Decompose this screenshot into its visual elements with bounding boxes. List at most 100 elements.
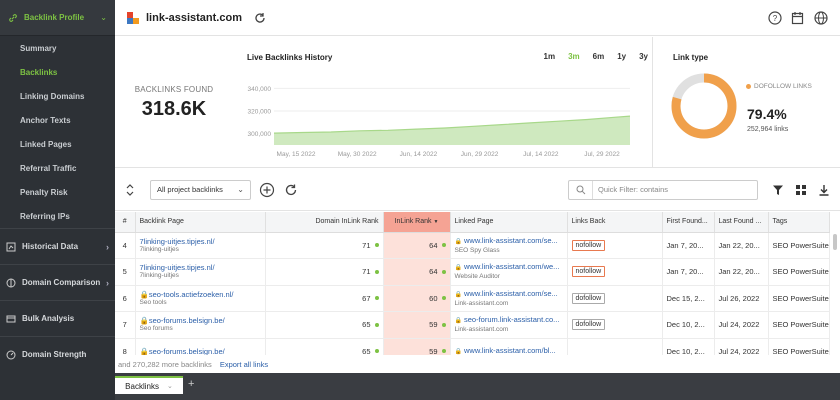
- sidebar-item-summary[interactable]: Summary: [20, 43, 57, 53]
- sidebar-item-referring-ips[interactable]: Referring IPs: [20, 211, 70, 221]
- domain-rank-value: 67: [362, 293, 371, 303]
- backlinks-scope-select[interactable]: All project backlinks ⌄: [150, 179, 251, 200]
- links-back-cell: dofollow: [567, 311, 663, 339]
- link-type-legend: DOFOLLOW LINKS: [746, 83, 812, 90]
- range-3m[interactable]: 3m: [568, 52, 580, 61]
- gauge-icon: [6, 350, 16, 360]
- links-back-badge: dofollow: [571, 292, 606, 304]
- sidebar-item-referral-traffic[interactable]: Referral Traffic: [20, 163, 77, 173]
- column-header-domain-inlink-rank[interactable]: Domain InLink Rank: [265, 212, 384, 233]
- range-1y[interactable]: 1y: [617, 52, 627, 61]
- tab-backlinks[interactable]: Backlinks ⌄: [115, 376, 183, 394]
- download-icon[interactable]: [818, 184, 830, 196]
- refresh-icon[interactable]: [254, 12, 266, 24]
- filter-icon[interactable]: [772, 184, 784, 196]
- table-row[interactable]: 8 🔒seo-forums.belsign.be/65 59 🔒 www.link-as…: [115, 338, 830, 355]
- links-back-badge: nofollow: [571, 266, 606, 278]
- help-icon[interactable]: ?: [768, 10, 782, 25]
- range-1m[interactable]: 1m: [543, 52, 556, 61]
- sidebar-item-linked-pages[interactable]: Linked Pages: [20, 139, 72, 149]
- sidebar-section-domain-comparison[interactable]: Domain Comparison ›: [0, 264, 115, 300]
- y-tick-label: 340,000: [248, 86, 272, 93]
- add-icon[interactable]: [259, 182, 275, 198]
- rank-status-dot-icon: [374, 243, 379, 248]
- column-header-inlink-rank[interactable]: InLink Rank ▼: [383, 212, 451, 233]
- table-row[interactable]: 6 🔒seo-tools.actiefzoeken.nl/Seo tools 67 6…: [115, 285, 830, 312]
- rank-status-dot-icon: [374, 269, 379, 274]
- sidebar-section-label: Backlink Profile: [24, 13, 85, 22]
- sidebar-section-historical-data[interactable]: Historical Data ›: [0, 228, 115, 264]
- backlinks-history-chart: Live Backlinks History 1m 3m 6m 1y 3y 34…: [233, 37, 652, 168]
- sidebar-item-penalty-risk[interactable]: Penalty Risk: [20, 187, 68, 197]
- sort-icon[interactable]: [125, 183, 135, 197]
- table-row[interactable]: 7 🔒seo-forums.belsign.be/Seo forums 65 59 🔒 s…: [115, 311, 830, 339]
- legend-dot-icon: [746, 84, 751, 89]
- column-header-last-found[interactable]: Last Found ...: [714, 212, 769, 233]
- column-header-links-back[interactable]: Links Back: [567, 212, 663, 233]
- column-header-first-found[interactable]: First Found...: [662, 212, 715, 233]
- backlink-page-link[interactable]: 🔒seo-forums.belsign.be/: [140, 316, 261, 325]
- donut-chart: [671, 73, 737, 139]
- schedule-icon[interactable]: [791, 11, 805, 25]
- backlink-page-link[interactable]: 🔒seo-tools.actiefzoeken.nl/: [140, 290, 261, 299]
- x-tick-label: Jun, 29 2022: [461, 151, 499, 158]
- range-3y[interactable]: 3y: [639, 52, 648, 61]
- linked-page-title: Website Auditor: [454, 273, 500, 281]
- backlink-page-link[interactable]: 7linking-uitjes.tipjes.nl/: [140, 263, 261, 272]
- column-header-backlink-page[interactable]: Backlink Page: [135, 212, 266, 233]
- backlink-page-link[interactable]: 7linking-uitjes.tipjes.nl/: [140, 237, 261, 246]
- range-6m[interactable]: 6m: [592, 52, 605, 61]
- table-row[interactable]: 4 7linking-uitjes.tipjes.nl/7linking-uitj…: [115, 232, 830, 259]
- inlink-rank-cell: 64: [383, 258, 451, 286]
- links-back-cell: dofollow: [567, 285, 663, 312]
- domain-rank-value: 71: [362, 267, 371, 277]
- rank-status-dot-icon: [441, 269, 446, 274]
- chevron-right-icon: ›: [106, 241, 109, 252]
- backlink-page-url: 7linking-uitjes.tipjes.nl/: [139, 263, 215, 273]
- globe-icon[interactable]: [814, 10, 828, 25]
- chevron-down-icon: ⌄: [100, 13, 107, 22]
- sidebar-item-anchor-texts[interactable]: Anchor Texts: [20, 115, 71, 125]
- sidebar-section-label: Domain Strength: [22, 350, 87, 359]
- first-found-cell: Dec 10, 2...: [662, 338, 715, 355]
- chevron-down-icon[interactable]: ⌄: [166, 383, 173, 390]
- column-header-tags[interactable]: Tags: [768, 212, 830, 233]
- linked-page-link[interactable]: 🔒 seo-forum.link-assistant.co...: [455, 315, 563, 326]
- sidebar-section-bulk-analysis[interactable]: Bulk Analysis: [0, 300, 115, 336]
- more-backlinks-count: and 270,282 more backlinks: [118, 359, 212, 369]
- export-all-links-link[interactable]: Export all links: [219, 359, 269, 369]
- add-tab-button[interactable]: +: [188, 378, 195, 390]
- linked-page-url: www.link-assistant.com/se...: [463, 288, 558, 298]
- table-scrollbar[interactable]: [833, 234, 837, 250]
- table-footer: and 270,282 more backlinks Export all li…: [115, 355, 840, 373]
- quick-filter-input[interactable]: Quick Filter: contains: [568, 179, 758, 200]
- refresh-icon[interactable]: [283, 182, 299, 198]
- column-header-index[interactable]: #: [115, 212, 136, 233]
- backlink-page-cell: 7linking-uitjes.tipjes.nl/7linking-uitje…: [135, 258, 266, 286]
- column-header-linked-page[interactable]: Linked Page: [450, 212, 568, 233]
- backlink-page-title: 7linking-uitjes: [139, 272, 179, 280]
- domain-rank-value: 71: [362, 240, 371, 250]
- lock-icon: 🔒: [454, 291, 462, 298]
- sidebar-section-backlink-profile[interactable]: Backlink Profile ⌄: [0, 0, 115, 36]
- backlink-page-url: seo-forums.belsign.be/: [148, 316, 225, 326]
- linked-page-link[interactable]: 🔒 www.link-assistant.com/se...: [455, 236, 563, 247]
- linked-page-cell: 🔒 seo-forum.link-assistant.co... Link-assi…: [450, 311, 568, 339]
- sidebar-section-domain-strength[interactable]: Domain Strength: [0, 336, 115, 372]
- inlink-rank-cell: 59: [383, 311, 451, 339]
- table-row[interactable]: 5 7linking-uitjes.tipjes.nl/7linking-uitj…: [115, 258, 830, 286]
- backlink-page-link[interactable]: 🔒seo-forums.belsign.be/: [140, 347, 261, 355]
- rank-status-dot-icon: [374, 296, 379, 301]
- linked-page-link[interactable]: 🔒 www.link-assistant.com/se...: [455, 289, 563, 300]
- linked-page-link[interactable]: 🔒 www.link-assistant.com/we...: [455, 262, 563, 273]
- sidebar-footer: [0, 373, 115, 400]
- grid-view-icon[interactable]: [795, 184, 807, 196]
- sidebar-item-linking-domains[interactable]: Linking Domains: [20, 91, 85, 101]
- sidebar-item-backlinks[interactable]: Backlinks: [20, 67, 58, 77]
- backlink-page-cell: 🔒seo-forums.belsign.be/: [135, 338, 266, 355]
- linked-page-url: www.link-assistant.com/we...: [463, 262, 560, 272]
- links-back-badge: nofollow: [571, 239, 606, 251]
- y-tick-label: 320,000: [248, 109, 272, 116]
- linked-page-link[interactable]: 🔒 www.link-assistant.com/bl...: [455, 346, 563, 355]
- sort-desc-icon: ▼: [433, 219, 439, 226]
